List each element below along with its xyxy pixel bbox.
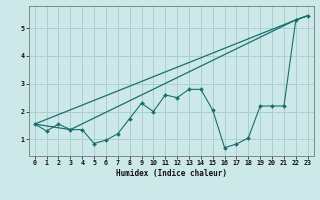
X-axis label: Humidex (Indice chaleur): Humidex (Indice chaleur) bbox=[116, 169, 227, 178]
